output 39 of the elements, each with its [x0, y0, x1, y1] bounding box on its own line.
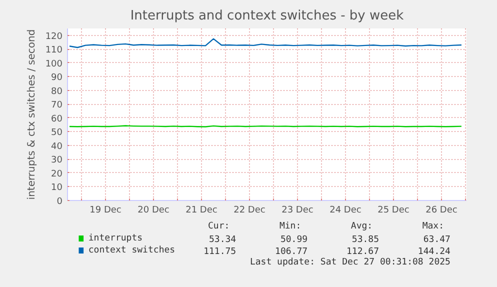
text: 53.85 — [352, 235, 379, 245]
x-tick-label: 25 Dec — [378, 206, 410, 216]
y-tick-label: 30 — [51, 156, 63, 166]
y-tick-label: 70 — [51, 100, 63, 111]
chart-title: Interrupts and context switches - by week — [130, 8, 404, 24]
x-tick-label: 23 Dec — [282, 206, 314, 216]
y-tick-label: 60 — [51, 114, 63, 124]
y-tick-label: 80 — [51, 86, 63, 97]
line-series — [68, 38, 462, 48]
y-tick-label: 90 — [51, 73, 63, 84]
text: Max: — [422, 222, 444, 232]
text: 112.67 — [346, 247, 379, 257]
y-tick-label: 100 — [45, 59, 63, 70]
text: Avg: — [350, 222, 373, 232]
x-tick-label: 24 Dec — [330, 206, 362, 216]
x-tick-label: 20 Dec — [138, 206, 170, 216]
text: 106.77 — [275, 247, 308, 257]
x-tick-label: 26 Dec — [426, 206, 458, 216]
y-tick-label: 120 — [45, 32, 63, 42]
text: Cur: — [208, 222, 230, 232]
legend-label: context switches — [88, 246, 176, 256]
text: 50.99 — [280, 235, 308, 245]
y-tick-label: 10 — [51, 183, 63, 194]
x-tick-label: 19 Dec — [90, 206, 122, 216]
text: 111.75 — [204, 247, 236, 257]
y-tick-label: 110 — [45, 46, 63, 56]
text: 53.34 — [209, 235, 236, 245]
text: Last update: Sat Dec 27 00:31:08 2025 — [250, 258, 450, 268]
y-tick-label: 20 — [51, 169, 63, 180]
y-tick-label: 50 — [51, 128, 63, 138]
text: 144.24 — [418, 247, 450, 257]
y-tick-label: 0 — [56, 197, 63, 207]
x-tick-label: 21 Dec — [186, 206, 218, 216]
text: Min: — [279, 222, 302, 232]
text: 63.47 — [423, 235, 450, 245]
y-axis-title: interrupts & ctx switches / second — [26, 29, 38, 200]
x-tick-label: 22 Dec — [234, 206, 266, 216]
y-tick-label: 40 — [51, 142, 63, 152]
legend-label: interrupts — [88, 234, 143, 244]
